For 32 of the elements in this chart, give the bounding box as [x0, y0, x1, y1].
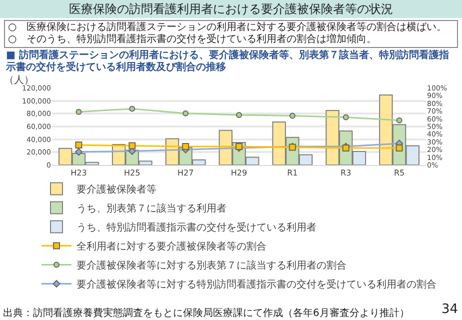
x-tick-label: H23: [70, 168, 87, 178]
chart-subtitle: ■ 訪問看護ステーションの利用者における、要介護被保険者等、別表第７該当者、特別訪問看護指示書の交付を受けている利用者数及び割合の推移: [6, 50, 450, 74]
text: ○ 医療保険における訪問看護ステーションの利用者に対する要介護被保険者等の割合は横ばい。: [8, 22, 448, 34]
legend-label: 要介護被保険者等に対する特別訪問看護指示書の交付を受けている利用者の割合: [76, 278, 436, 291]
legend-label: うち、特別訪問看護指示書の交付を受けている利用者: [76, 222, 316, 234]
source-note: 出典：訪問看護療養費実態調査をもとに保険局医療課にて作成（各年6月審査分より推計）: [3, 306, 410, 320]
chart-title: 医療保険の訪問看護利用者における要介護被保険者等の状況: [0, 0, 462, 18]
text: ○ そのうち、特別訪問看護指示書の交付を受けている利用者の割合は増加傾向。: [8, 34, 378, 46]
point: [74, 148, 82, 156]
point: [396, 144, 403, 152]
x-tick-label: H25: [124, 168, 140, 178]
legend-label: 全利用者に対する要介護被保険者等の割合: [76, 240, 266, 253]
point: [129, 106, 136, 112]
point: [289, 112, 296, 119]
x-tick-label: R3: [340, 168, 352, 178]
legend-label: うち、別表第７に該当する利用者: [76, 202, 226, 215]
x-tick-label: H27: [177, 168, 194, 178]
text: 34: [441, 302, 458, 317]
point: [182, 110, 189, 116]
point: [396, 117, 402, 124]
x-tick-label: R1: [287, 168, 298, 178]
x-tick-label: H29: [230, 168, 248, 178]
point: [76, 108, 82, 115]
point: [128, 142, 136, 150]
y-axis-title: （人）: [4, 75, 34, 86]
point: [75, 141, 82, 148]
point: [342, 114, 349, 120]
point: [182, 143, 190, 150]
legend-label: 要介護被保険者等: [76, 184, 156, 196]
legend-label: 要介護被保険者等に対する別表第７に該当する利用者の割合: [76, 260, 346, 272]
x-tick-label: R5: [394, 168, 405, 178]
point: [236, 112, 242, 118]
